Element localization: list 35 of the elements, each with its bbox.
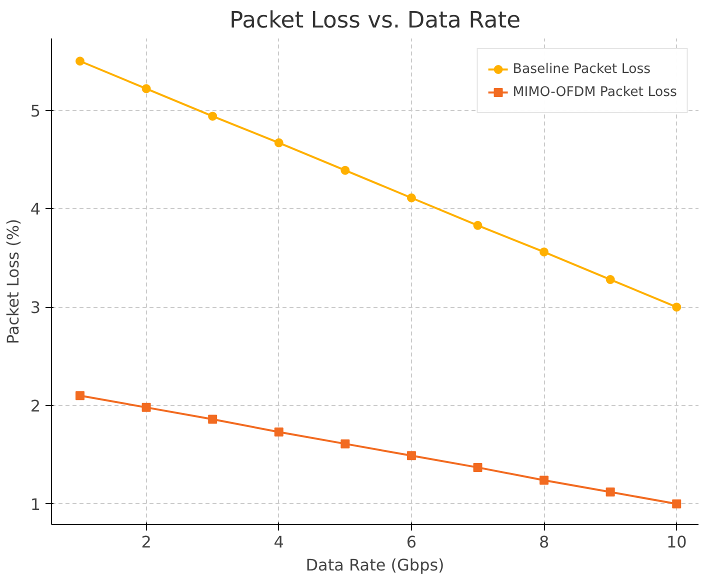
point [406,451,416,460]
point [340,166,350,175]
point [540,476,549,485]
point [672,302,682,312]
point [606,275,615,284]
legend-label: Baseline Packet Loss [512,62,651,76]
point [208,112,218,121]
chart-title: Packet Loss vs. Data Rate [229,8,521,34]
point [540,247,549,256]
x-tick-label: 10 [666,532,687,552]
point [406,193,416,202]
x-tick-label: 2 [141,532,152,552]
y-tick-label: 2 [30,396,41,416]
point [142,84,151,94]
point [142,402,151,412]
point [473,220,482,230]
x-tick-label: 6 [406,532,417,552]
point [274,138,284,148]
point [274,428,284,437]
point [208,414,218,424]
y-tick-label: 5 [30,101,41,120]
x-tick-label: 4 [274,532,284,552]
point [473,462,482,472]
legend-label: MIMO-OFDM Packet Loss [512,84,677,100]
point [672,499,682,508]
y-tick-label: 1 [30,494,41,514]
y-tick-label: 3 [30,298,41,318]
point [606,488,615,497]
x-tick-label: 8 [538,532,550,552]
point [76,56,85,66]
y-axis-title: Packet Loss (%) [3,218,22,344]
y-tick-label: 4 [30,200,41,219]
x-axis-title: Data Rate (Gbps) [306,556,444,574]
point [340,439,350,448]
point [76,391,85,400]
